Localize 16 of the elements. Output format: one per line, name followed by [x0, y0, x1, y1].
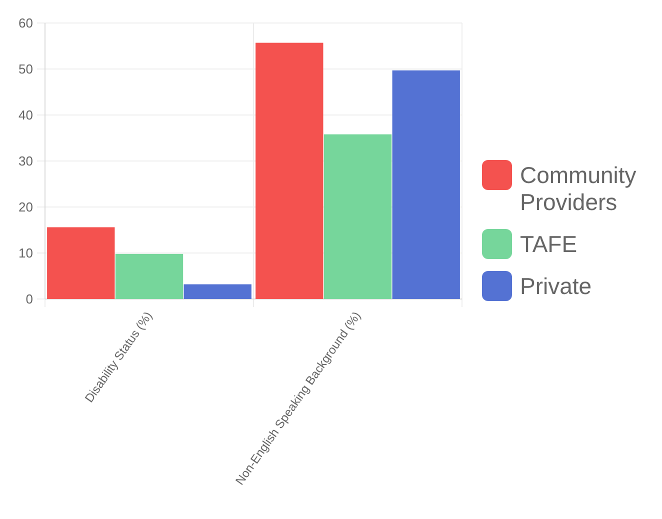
bar: [256, 42, 324, 299]
y-tick-label: 60: [18, 16, 33, 30]
y-tick-label: 0: [26, 292, 33, 306]
y-tick-label: 30: [18, 154, 33, 168]
y-tick-label: 20: [18, 200, 33, 214]
y-tick-label: 10: [18, 246, 33, 260]
bar: [115, 254, 184, 299]
legend-label: TAFE: [520, 231, 578, 257]
legend-label: Private: [520, 273, 592, 299]
bar: [184, 284, 252, 299]
y-tick-label: 40: [18, 108, 33, 122]
bar: [324, 134, 392, 299]
bar: [47, 227, 115, 299]
y-tick-label: 50: [18, 62, 33, 76]
bar: [392, 70, 460, 299]
legend-label: Community Providers: [520, 162, 637, 215]
